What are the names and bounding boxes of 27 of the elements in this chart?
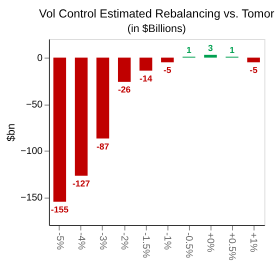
data-label: 1: [230, 44, 235, 55]
x-tick-label: -5%: [54, 232, 65, 250]
x-tick-label: +0%: [204, 232, 216, 253]
x-tick-label: -0.5%: [183, 232, 194, 258]
data-label: -155: [50, 204, 69, 215]
x-tick-label: +0.5%: [226, 232, 238, 261]
data-label: -5: [164, 65, 172, 76]
chart-subtitle: (in $Billions): [127, 23, 186, 36]
y-tick-label: −50: [26, 100, 44, 111]
data-label: 1: [186, 44, 192, 55]
x-tick-label: +1%: [248, 232, 259, 253]
chart-title: Vol Control Estimated Rebalancing vs. Tomor: [39, 7, 274, 20]
data-label: -26: [118, 84, 131, 95]
x-tick-label: -1.5%: [140, 232, 151, 258]
y-tick-label: 0: [37, 53, 44, 64]
data-label: -87: [96, 141, 110, 152]
x-tick-label: -2%: [118, 232, 130, 250]
y-tick-label: −100: [20, 146, 44, 158]
y-axis-title: $bn: [6, 124, 18, 142]
x-tick-label: -3%: [96, 232, 108, 250]
data-label: -5: [250, 65, 258, 76]
data-label: 3: [208, 42, 214, 53]
x-tick-label: -4%: [75, 232, 86, 250]
x-tick-label: -1%: [161, 232, 172, 250]
data-label: -127: [72, 178, 90, 189]
data-label: -14: [140, 73, 152, 84]
y-tick-label: −150: [20, 192, 44, 204]
